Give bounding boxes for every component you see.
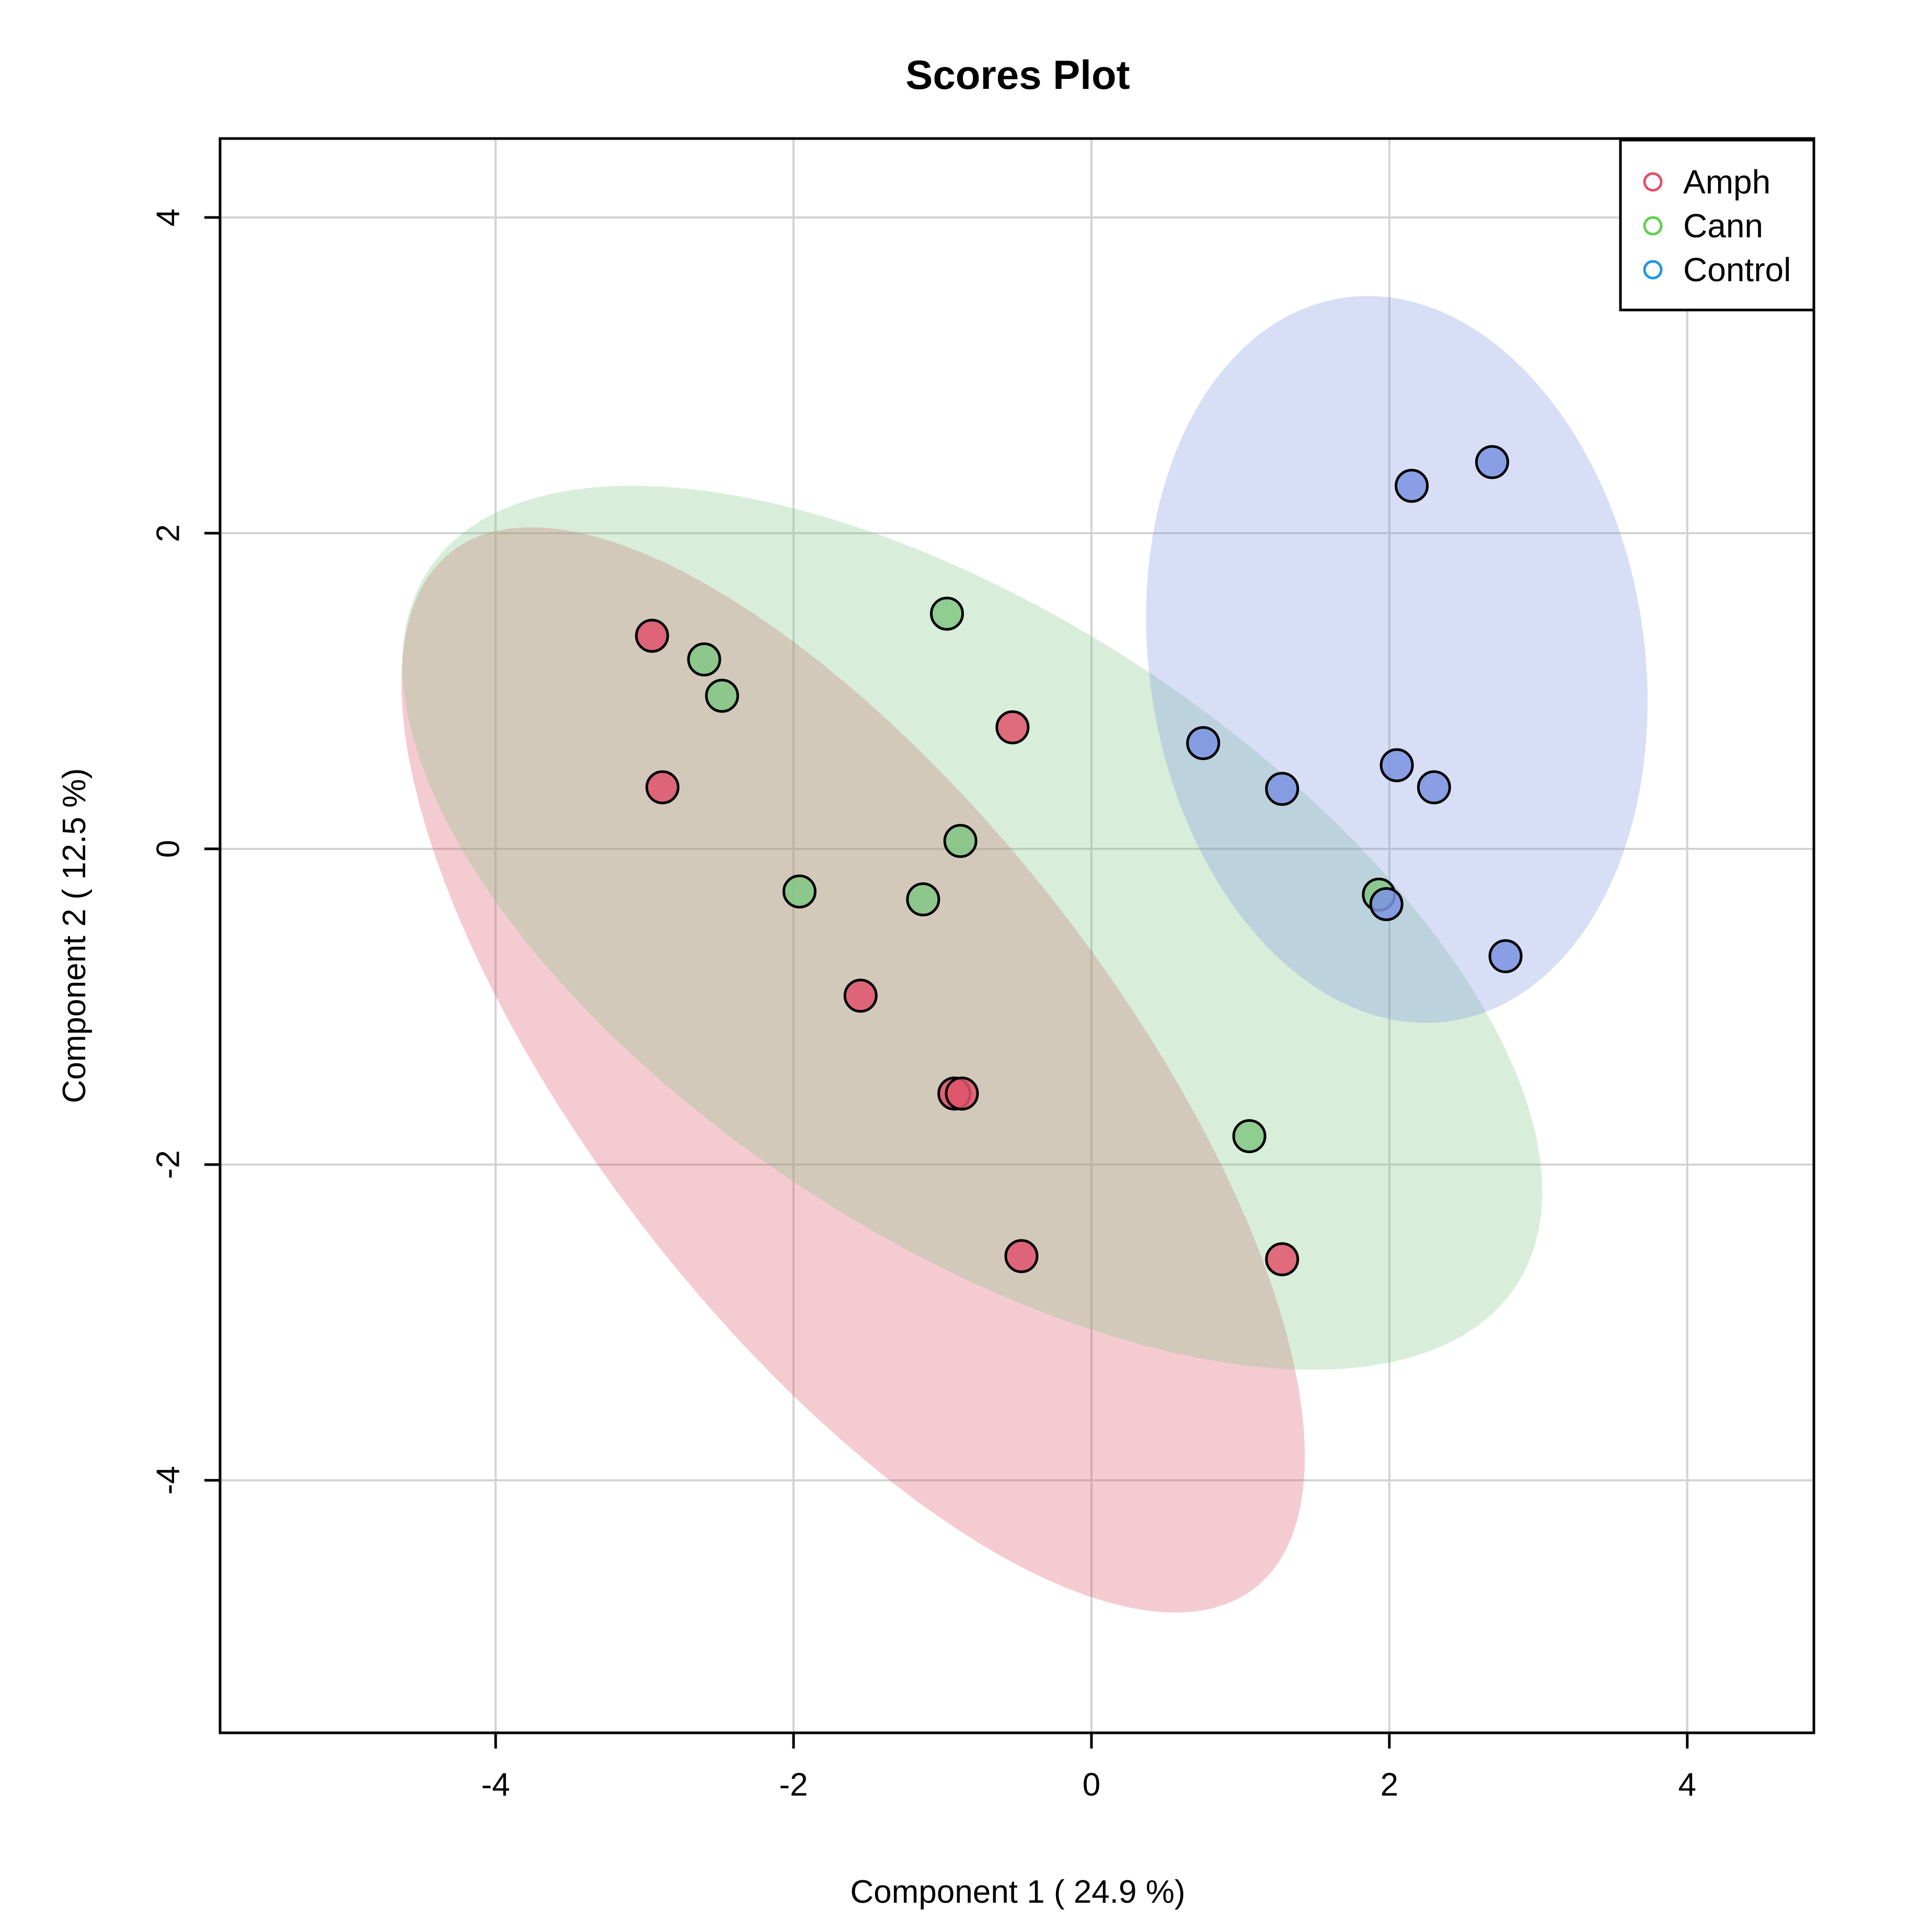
point-control [1186,726,1221,761]
point-cann [687,642,721,677]
legend-marker-amph [1643,172,1663,192]
y-tick-label: 4 [150,209,186,226]
point-amph [843,979,878,1013]
point-control [1369,887,1404,922]
point-cann [782,874,816,908]
point-amph [995,710,1030,744]
x-axis-label: Component 1 ( 24.9 %) [850,1874,1185,1910]
y-tick-label: -2 [150,1150,186,1179]
point-cann [930,596,964,631]
point-control [1488,939,1523,973]
axes: -4 -2 0 2 4 -4 -2 0 2 4 [150,137,1815,1803]
x-tick-label: -2 [779,1767,808,1803]
y-tick-label: 2 [150,524,186,542]
x-tick-label: 0 [1083,1767,1100,1803]
point-amph [635,618,669,653]
y-axis-label: Component 2 ( 12.5 %) [56,768,93,1103]
x-tick-label: -4 [481,1767,510,1803]
x-tick-label: 4 [1678,1767,1696,1803]
legend-label-amph: Amph [1683,163,1770,201]
y-tick-label: 0 [150,840,186,858]
legend-label-cann: Cann [1683,207,1763,245]
legend-box [1619,139,1815,312]
legend-label-control: Control [1683,251,1791,289]
legend-marker-control [1643,260,1663,280]
legend: Amph Cann Control [1619,139,1815,312]
point-cann [943,824,978,858]
point-amph [1004,1239,1039,1273]
point-control [1395,468,1429,503]
point-cann [1232,1119,1267,1154]
ellipse-control [1146,296,1648,1023]
ellipse-amph [401,527,1305,1613]
chart-title: Scores Plot [905,52,1130,98]
point-cann [906,882,940,917]
point-control [1379,748,1414,783]
plot-frame [218,137,1815,1734]
point-cann [705,678,739,713]
gridlines [220,139,1814,1733]
point-amph [645,770,680,804]
point-control [1417,770,1451,804]
x-tick-label: 2 [1381,1767,1398,1803]
data-points [635,445,1523,1276]
y-tick-label: -4 [150,1466,186,1494]
point-amph [1265,1242,1300,1276]
point-amph [945,1076,979,1111]
point-control [1475,445,1510,479]
legend-marker-cann [1643,216,1663,236]
point-control [1265,772,1300,806]
